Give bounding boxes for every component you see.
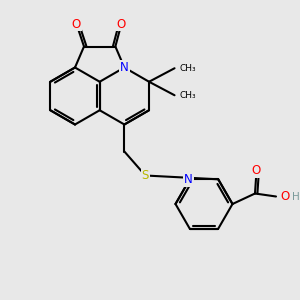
Text: N: N	[184, 173, 193, 186]
Text: O: O	[117, 17, 126, 31]
Text: CH₃: CH₃	[179, 64, 196, 73]
Text: N: N	[120, 61, 129, 74]
Text: O: O	[280, 190, 290, 203]
Text: O: O	[72, 17, 81, 31]
Text: CH₃: CH₃	[179, 91, 196, 100]
Text: H: H	[292, 191, 299, 202]
Text: S: S	[142, 169, 149, 182]
Text: O: O	[252, 164, 261, 178]
